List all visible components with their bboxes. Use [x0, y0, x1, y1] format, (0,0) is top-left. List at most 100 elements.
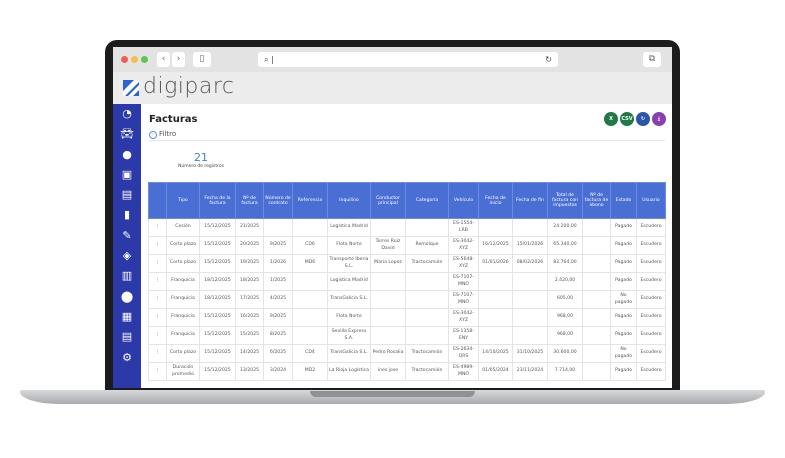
csv-button[interactable]: CSV [620, 112, 634, 126]
row-menu-icon[interactable]: ⋮ [148, 290, 167, 309]
invoice-icon[interactable]: ▤ [121, 330, 133, 344]
table-row[interactable]: ⋮ Corto plazo 15/12/2025 19/2025 1/2026 MD6 Tr… [148, 254, 666, 273]
tabs-icon[interactable]: ⧉ [643, 52, 661, 67]
table-cell [512, 218, 548, 237]
column-header[interactable]: Estado [610, 182, 637, 219]
column-header[interactable]: Fecha de inicio [478, 182, 513, 219]
contract-icon[interactable]: ▣ [121, 167, 133, 181]
table-cell [478, 272, 513, 291]
table-cell: CD6 [292, 236, 328, 255]
row-menu-icon[interactable]: ⋮ [148, 344, 167, 363]
table-cell: 1/2026 [263, 254, 293, 273]
row-menu-icon[interactable]: ⋮ [148, 362, 167, 381]
table-cell: Logística Madrid [327, 218, 371, 237]
user-icon[interactable]: ● [122, 147, 132, 161]
column-header[interactable]: Vehículo [448, 182, 479, 219]
table-cell [582, 290, 611, 309]
address-bar[interactable]: ⌕ | ↻ [258, 52, 558, 67]
table-cell: Tractocamión [405, 344, 449, 363]
row-menu-icon[interactable]: ⋮ [148, 254, 167, 273]
table-cell: Corto plazo [166, 344, 200, 363]
layers-icon[interactable]: ◈ [122, 249, 132, 263]
table-cell: 82.764,00 [547, 254, 583, 273]
table-cell: MD6 [292, 254, 328, 273]
table-cell: 15/12/2025 [199, 218, 236, 237]
column-header[interactable]: Tipo [166, 182, 200, 219]
table-cell: 24.200,00 [547, 218, 583, 237]
document-icon[interactable]: ▤ [121, 188, 133, 202]
column-header[interactable]: Fecha de fin [512, 182, 548, 219]
table-cell [370, 290, 406, 309]
wrench-icon[interactable]: ✎ [122, 228, 132, 242]
column-header[interactable] [148, 182, 167, 219]
logo[interactable]: digiparc [143, 74, 235, 99]
back-icon[interactable]: ‹ [157, 52, 170, 67]
column-header[interactable]: Número de contrato [263, 182, 293, 219]
table-cell: ES-2634-QRS [448, 344, 479, 363]
column-header[interactable]: Inquilino [327, 182, 371, 219]
table-cell [582, 362, 611, 381]
column-header[interactable]: Nº de factura [235, 182, 264, 219]
column-header[interactable]: Referencia [292, 182, 328, 219]
column-header[interactable]: Nº de factura de abono [582, 182, 611, 219]
forward-icon[interactable]: › [172, 52, 185, 67]
gear-icon[interactable]: ⚙ [122, 350, 132, 364]
column-header[interactable]: Usuario [636, 182, 666, 219]
table-row[interactable]: ⋮ Franquicia 18/12/2025 18/2025 1/2025 Logíst… [148, 272, 666, 291]
dashboard-icon[interactable]: ◔ [122, 107, 132, 120]
table-row[interactable]: ⋮ Duración promedio 15/12/2025 13/2025 3/202… [148, 362, 666, 381]
row-menu-icon[interactable]: ⋮ [148, 218, 167, 237]
row-menu-icon[interactable]: ⋮ [148, 326, 167, 345]
filter-toggle[interactable]: › Filtro [149, 130, 176, 139]
record-count: 21 Número de registros [171, 151, 231, 169]
refresh-button[interactable]: ↻ [636, 112, 650, 126]
refresh-icon: ↻ [640, 116, 646, 122]
fuel-icon[interactable]: ▮ [123, 208, 131, 222]
table-cell: Sevilla Express S.A. [327, 326, 371, 345]
table-cell [405, 218, 449, 237]
row-menu-icon[interactable]: ⋮ [148, 272, 167, 291]
table-cell: 15/2025 [235, 326, 264, 345]
table-cell: CD4 [292, 344, 328, 363]
column-header[interactable]: Fecha de la factura [199, 182, 236, 219]
excel-button[interactable]: X [604, 112, 618, 126]
table-cell: ES-7107-MNO [448, 272, 479, 291]
table-cell: Tractocamión [405, 254, 449, 273]
sidebar-toggle-icon[interactable]: ▯ [193, 52, 211, 67]
table-cell [292, 290, 328, 309]
maximize-dot[interactable] [141, 56, 148, 63]
column-header[interactable]: Conductor principal [370, 182, 406, 219]
reload-icon[interactable]: ↻ [545, 55, 552, 64]
table-cell: 20/2025 [235, 236, 264, 255]
download-button[interactable]: ⤓ [652, 112, 666, 126]
close-dot[interactable] [121, 56, 128, 63]
laptop-base [20, 390, 765, 404]
table-cell: Escudero [636, 344, 666, 363]
table-row[interactable]: ⋮ Franquicia 18/12/2025 17/2025 4/2025 TransG… [148, 290, 666, 309]
table-cell [405, 290, 449, 309]
truck-icon[interactable]: ▦ [121, 309, 133, 323]
car-icon[interactable]: 🚘︎ [120, 127, 134, 141]
row-menu-icon[interactable]: ⋮ [148, 236, 167, 255]
table-cell: Pagado [610, 308, 637, 327]
table-row[interactable]: ⋮ Franquicia 15/12/2025 16/2025 9/2025 Flota … [148, 308, 666, 327]
building-icon[interactable]: ▥ [121, 269, 133, 283]
table-row[interactable]: ⋮ Cesión 15/12/2025 21/2025 Logística Madrid… [148, 218, 666, 237]
table-cell [292, 272, 328, 291]
laptop-notch [310, 391, 475, 397]
table-row[interactable]: ⋮ Corto plazo 15/12/2025 14/2025 6/2025 CD4 Tr… [148, 344, 666, 363]
table-row[interactable]: ⋮ Franquicia 15/12/2025 15/2025 8/2025 Sevill… [148, 326, 666, 345]
table-cell: 968,00 [547, 308, 583, 327]
table-row[interactable]: ⋮ Corto plazo 15/12/2025 20/2025 9/2025 CD6 Fl… [148, 236, 666, 255]
row-menu-icon[interactable]: ⋮ [148, 308, 167, 327]
table-cell [263, 218, 293, 237]
table-cell: Escudero [636, 326, 666, 345]
table-cell: ES-1554-LRB [448, 218, 479, 237]
column-header[interactable]: Categoría [405, 182, 449, 219]
minimize-dot[interactable] [131, 56, 138, 63]
table-cell: TransGalicia S.L. [327, 290, 371, 309]
table-cell: Escudero [636, 290, 666, 309]
location-icon[interactable]: ⬤ [120, 289, 134, 303]
table-cell: ES-3042-XYZ [448, 236, 479, 255]
column-header[interactable]: Total de factura con impuestos [547, 182, 583, 219]
